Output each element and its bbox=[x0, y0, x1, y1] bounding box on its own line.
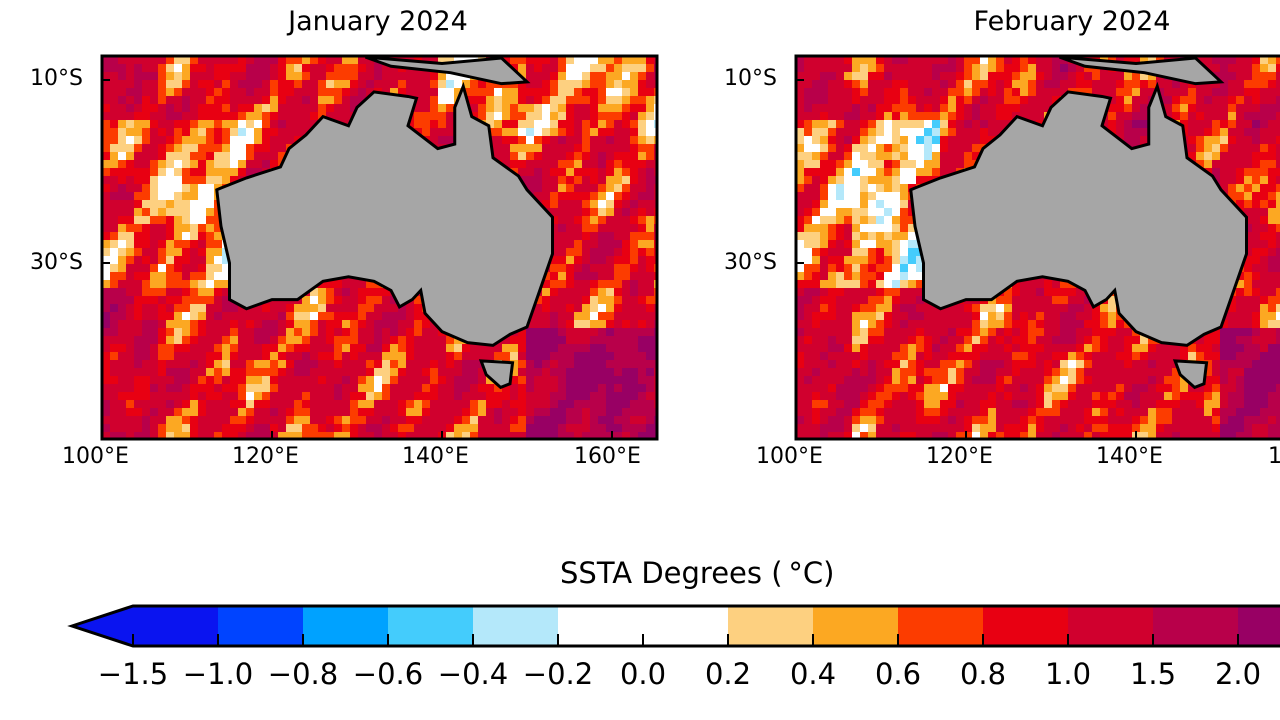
colorbar-label: SSTA Degrees ( °C) bbox=[560, 556, 835, 590]
landmass bbox=[215, 81, 554, 347]
colorbar-segment bbox=[643, 606, 729, 646]
colorbar-segment bbox=[898, 606, 984, 646]
colorbar-tick-label: −1.0 bbox=[182, 657, 254, 691]
ssta-field bbox=[102, 56, 657, 439]
colorbar-segment bbox=[1238, 606, 1280, 646]
colorbar-segment bbox=[1153, 606, 1239, 646]
colorbar-tick-label: −0.4 bbox=[437, 657, 509, 691]
lon-label: 100°E bbox=[756, 444, 823, 469]
colorbar-segment bbox=[388, 606, 474, 646]
lon-label: 160°E bbox=[574, 444, 641, 469]
sst-map-panel bbox=[794, 54, 1280, 441]
colorbar-tick-label: −1.5 bbox=[97, 657, 169, 691]
colorbar-segment bbox=[813, 606, 899, 646]
lon-label: 120°E bbox=[926, 444, 993, 469]
map-frame bbox=[794, 54, 1280, 441]
landmass bbox=[364, 56, 531, 86]
colorbar-tick-label: −0.6 bbox=[352, 657, 424, 691]
colorbar-segment bbox=[473, 606, 559, 646]
lat-label: 10°S bbox=[30, 66, 83, 91]
landmass bbox=[909, 81, 1248, 347]
lon-label: 140°E bbox=[402, 444, 469, 469]
colorbar bbox=[67, 604, 1280, 648]
colorbar-segment bbox=[303, 606, 389, 646]
colorbar-segment bbox=[133, 606, 219, 646]
colorbar-tick-label: 2.0 bbox=[1214, 657, 1262, 691]
lon-label: 100°E bbox=[62, 444, 129, 469]
colorbar-tick-label: 0.8 bbox=[959, 657, 1007, 691]
colorbar-tick-label: 0.0 bbox=[619, 657, 667, 691]
colorbar-tick-label: −0.8 bbox=[267, 657, 339, 691]
colorbar-extend-low bbox=[72, 606, 133, 646]
colorbar-segment bbox=[218, 606, 304, 646]
colorbar-segment bbox=[983, 606, 1069, 646]
landmass bbox=[1058, 56, 1225, 86]
lat-label: 10°S bbox=[724, 66, 777, 91]
colorbar-segment bbox=[558, 606, 644, 646]
lon-label: 1 bbox=[1268, 444, 1280, 469]
colorbar-segment bbox=[1068, 606, 1154, 646]
sst-map-panel bbox=[100, 54, 659, 441]
colorbar-tick-label: 0.4 bbox=[789, 657, 837, 691]
colorbar-tick-label: 1.0 bbox=[1044, 657, 1092, 691]
colorbar-tick-label: 1.5 bbox=[1129, 657, 1177, 691]
panel-title-february: February 2024 bbox=[973, 6, 1171, 37]
colorbar-tick-label: 0.2 bbox=[704, 657, 752, 691]
lon-label: 140°E bbox=[1096, 444, 1163, 469]
map-frame bbox=[100, 54, 659, 441]
colorbar-segment bbox=[728, 606, 814, 646]
ssta-field bbox=[796, 56, 1280, 439]
panel-title-january: January 2024 bbox=[288, 6, 468, 37]
lat-label: 30°S bbox=[724, 250, 777, 275]
lon-label: 120°E bbox=[232, 444, 299, 469]
landmass bbox=[478, 359, 515, 390]
landmass bbox=[1172, 359, 1209, 390]
lat-label: 30°S bbox=[30, 250, 83, 275]
colorbar-tick-label: −0.2 bbox=[522, 657, 594, 691]
colorbar-tick-label: 0.6 bbox=[874, 657, 922, 691]
